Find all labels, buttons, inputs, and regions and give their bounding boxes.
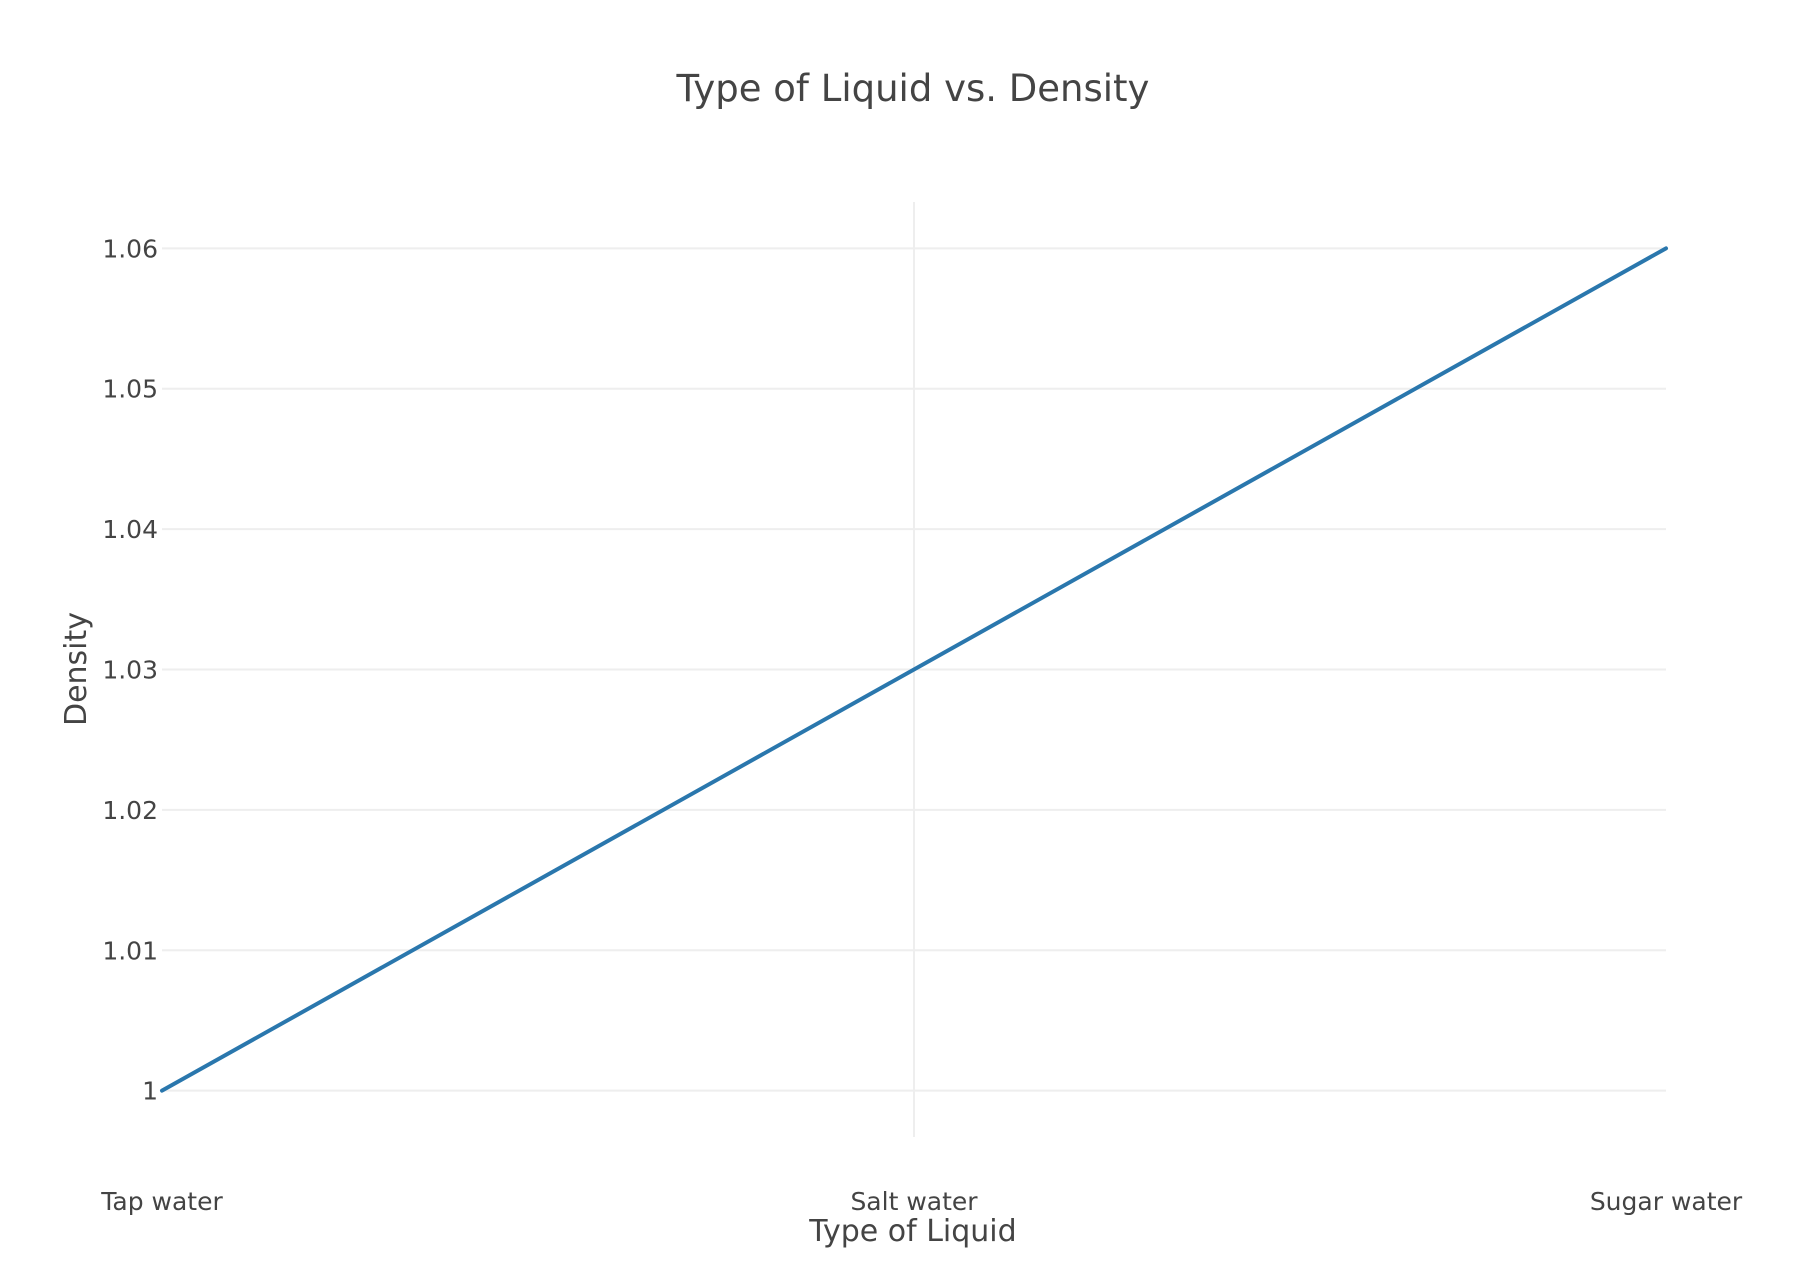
y-axis-ticks: 1 1.01 1.02 1.03 1.04 1.05 1.06 [102,234,158,1105]
x-axis-title: Type of Liquid [808,1214,1016,1249]
series-line [160,246,1668,1093]
y-axis-title: Density [59,612,94,726]
chart-title: Type of Liquid vs. Density [676,67,1150,110]
x-tick-label: Tap water [100,1187,223,1216]
y-tick-label: 1.01 [102,936,158,965]
y-tick-label: 1.02 [102,796,158,825]
x-axis-ticks: Tap water Salt water Sugar water [100,1187,1743,1216]
y-tick-label: 1 [142,1077,158,1106]
y-tick-label: 1.03 [102,656,158,685]
x-tick-label: Salt water [850,1187,978,1216]
x-tick-label: Sugar water [1590,1187,1743,1216]
y-tick-label: 1.06 [102,234,158,263]
y-tick-label: 1.05 [102,375,158,404]
y-tick-label: 1.04 [102,515,158,544]
series-layer [160,246,1668,1093]
